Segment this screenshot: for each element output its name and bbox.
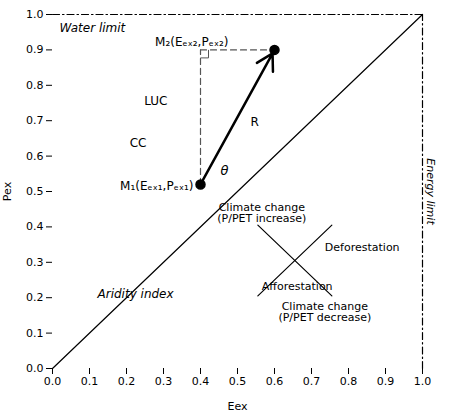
svg-text:0.9: 0.9: [377, 375, 395, 388]
svg-text:0.6: 0.6: [26, 150, 44, 163]
svg-text:Water limit: Water limit: [60, 21, 127, 35]
svg-text:M₁(Eₑₓ₁,Pₑₓ₁): M₁(Eₑₓ₁,Pₑₓ₁): [120, 179, 193, 193]
svg-text:Eex: Eex: [227, 400, 248, 413]
svg-text:0.3: 0.3: [155, 375, 173, 388]
svg-text:Deforestation: Deforestation: [325, 241, 400, 254]
svg-text:Aridity index: Aridity index: [97, 287, 175, 301]
svg-text:0.4: 0.4: [192, 375, 210, 388]
svg-text:0.5: 0.5: [26, 185, 44, 198]
svg-text:0.1: 0.1: [81, 375, 99, 388]
svg-text:0.6: 0.6: [266, 375, 284, 388]
svg-text:0.1: 0.1: [26, 327, 44, 340]
svg-text:0.5: 0.5: [229, 375, 247, 388]
svg-text:0.7: 0.7: [303, 375, 321, 388]
svg-text:Pex: Pex: [1, 181, 14, 201]
svg-text:0.0: 0.0: [26, 362, 44, 375]
svg-text:LUC: LUC: [144, 94, 167, 108]
svg-text:0.3: 0.3: [26, 256, 44, 269]
svg-text:CC: CC: [130, 136, 147, 150]
svg-text:Afforestation: Afforestation: [262, 280, 333, 293]
svg-text:Climate change(P/PET increase): Climate change(P/PET increase): [217, 201, 306, 225]
svg-text:1.0: 1.0: [26, 8, 44, 21]
svg-text:Climate change(P/PET decrease): Climate change(P/PET decrease): [278, 300, 371, 324]
svg-text:0.8: 0.8: [340, 375, 358, 388]
svg-text:1.0: 1.0: [414, 375, 432, 388]
svg-text:0.9: 0.9: [26, 43, 44, 56]
svg-text:0.2: 0.2: [26, 291, 44, 304]
svg-text:0.0: 0.0: [44, 375, 62, 388]
svg-text:M₂(Eₑₓ₂,Pₑₓ₂): M₂(Eₑₓ₂,Pₑₓ₂): [155, 35, 228, 49]
svg-text:0.7: 0.7: [26, 114, 44, 127]
svg-text:0.8: 0.8: [26, 79, 44, 92]
svg-text:R: R: [251, 115, 259, 129]
svg-text:0.4: 0.4: [26, 220, 44, 233]
svg-text:θ: θ: [221, 163, 229, 178]
svg-text:0.2: 0.2: [118, 375, 136, 388]
svg-text:Energy limit: Energy limit: [424, 158, 437, 225]
